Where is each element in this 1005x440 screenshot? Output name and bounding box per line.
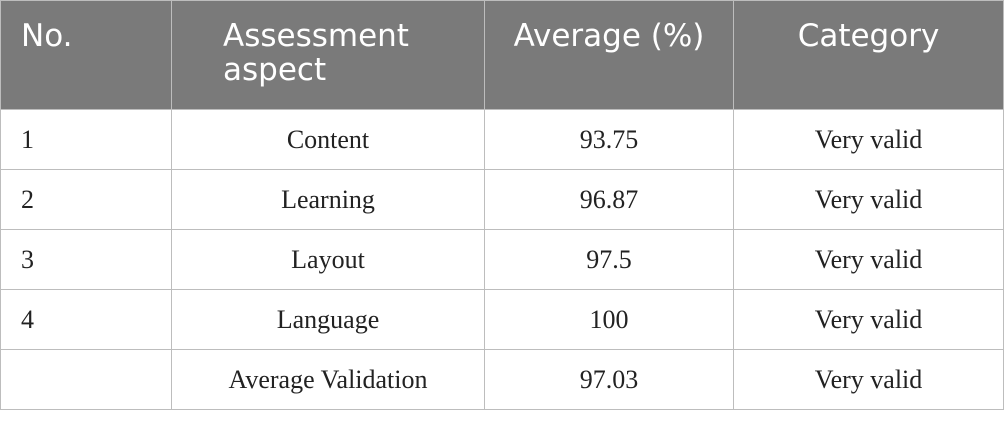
cell-category: Very valid [733,169,1004,230]
cell-aspect: Layout [171,229,485,290]
cell-aspect: Learning [171,169,485,230]
header-category: Category [733,0,1004,110]
table-row: 3 Layout 97.5 Very valid [0,229,1004,290]
cell-average: 97.5 [484,229,734,290]
validation-table: No. Assessment aspect Average (%) Catego… [0,0,1004,410]
cell-aspect: Average Validation [171,349,485,410]
header-assessment-aspect: Assessment aspect [171,0,485,110]
header-average: Average (%) [484,0,734,110]
header-row: No. Assessment aspect Average (%) Catego… [0,0,1004,110]
table-row: 4 Language 100 Very valid [0,289,1004,350]
cell-category: Very valid [733,349,1004,410]
cell-category: Very valid [733,229,1004,290]
cell-no: 2 [0,169,172,230]
table-row-summary: Average Validation 97.03 Very valid [0,349,1004,410]
cell-no [0,349,172,410]
cell-average: 100 [484,289,734,350]
table-header: No. Assessment aspect Average (%) Catego… [0,0,1004,110]
table-body: 1 Content 93.75 Very valid 2 Learning 96… [0,109,1004,410]
cell-average: 97.03 [484,349,734,410]
cell-category: Very valid [733,109,1004,170]
cell-aspect: Language [171,289,485,350]
table-row: 1 Content 93.75 Very valid [0,109,1004,170]
cell-average: 96.87 [484,169,734,230]
header-no: No. [0,0,172,110]
cell-no: 1 [0,109,172,170]
cell-aspect: Content [171,109,485,170]
cell-no: 4 [0,289,172,350]
cell-category: Very valid [733,289,1004,350]
table-row: 2 Learning 96.87 Very valid [0,169,1004,230]
cell-no: 3 [0,229,172,290]
cell-average: 93.75 [484,109,734,170]
header-assessment-aspect-label: Assessment aspect [223,18,409,88]
